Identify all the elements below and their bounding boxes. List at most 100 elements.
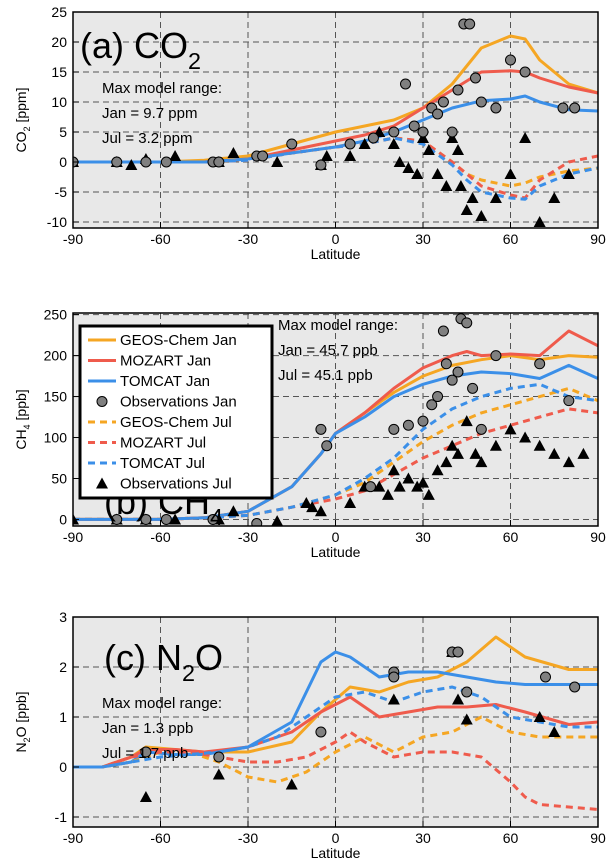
obs-jul-point — [460, 713, 473, 725]
obs-jan-point — [519, 66, 531, 78]
obs-jul-point — [504, 423, 517, 435]
obs-jan-point — [490, 350, 502, 362]
obs-jan-point — [569, 681, 581, 693]
y-tick-label: 2 — [59, 659, 67, 675]
obs-jan-point — [388, 671, 400, 683]
x-tick-label: 30 — [415, 529, 431, 545]
obs-jan-point — [286, 138, 298, 150]
y-tick-label: 3 — [59, 609, 67, 625]
legend-label: GEOS-Chem Jul — [120, 414, 232, 431]
obs-jul-point — [469, 447, 482, 459]
obs-jan-point — [400, 78, 411, 90]
obs-jan-point — [213, 156, 225, 168]
obs-jul-point — [422, 488, 435, 500]
obs-jul-point — [411, 480, 424, 492]
obs-jul-point — [533, 711, 546, 722]
obs-jul-point — [285, 778, 298, 790]
legend-label: Observations Jan — [120, 394, 237, 411]
obs-jan-point — [446, 126, 458, 138]
legend-label: TOMCAT Jan — [120, 373, 210, 390]
x-tick-label: -90 — [63, 231, 83, 247]
series-line-tomcat-jul — [73, 685, 598, 769]
x-tick-label: -30 — [238, 529, 258, 545]
obs-jan-point — [432, 108, 444, 120]
y-tick-label: 0 — [59, 759, 67, 775]
obs-jan-point — [160, 156, 172, 168]
obs-jan-point — [475, 423, 487, 435]
obs-jul-point — [452, 144, 464, 155]
obs-jan-point — [475, 96, 487, 108]
y-tick-label: 250 — [44, 307, 68, 323]
legend-label: MOZART Jan — [120, 353, 211, 370]
obs-jul-point — [475, 210, 488, 221]
obs-jul-point — [358, 138, 371, 149]
obs-jul-point — [314, 505, 327, 517]
obs-jan-point — [437, 96, 449, 108]
obs-jan-point — [140, 746, 152, 758]
obs-jul-point — [519, 431, 532, 443]
panel-title: (c) N2O — [104, 637, 223, 686]
y-tick-label: 100 — [44, 430, 68, 446]
panel-3: -90 -60 -30 0 30 60 90 -1 0 1 2 3 Latitude N2O [ppb] (… — [13, 609, 606, 861]
obs-jan-point — [452, 646, 464, 658]
obs-jan-point — [388, 423, 400, 435]
series-line-tomcat-jan — [73, 363, 598, 521]
obs-jan-point — [563, 395, 575, 407]
obs-jul-point — [393, 480, 406, 492]
obs-jan-point — [540, 671, 551, 683]
obs-jul-point — [533, 439, 546, 451]
panel-1: -90 -60 -30 0 30 60 90 -10 -5 0 5 10 15 20 25 Latitude C… — [13, 4, 606, 262]
plot-area — [73, 18, 598, 227]
y-tick-label: -5 — [55, 184, 68, 200]
obs-jan-point — [315, 159, 327, 171]
obs-jul-point — [382, 488, 394, 500]
x-tick-label: -90 — [63, 830, 83, 846]
x-tick-label: 60 — [503, 231, 519, 247]
y-tick-label: 0 — [59, 154, 67, 170]
obs-jan-point — [461, 686, 473, 698]
obs-jul-point — [519, 132, 532, 143]
legend-label: TOMCAT Jul — [120, 455, 205, 472]
panel-2: -90 -60 -30 0 30 60 90 0 50 100 150 200 250 Latitude C… — [13, 307, 606, 560]
obs-jul-point — [73, 513, 79, 525]
y-tick-label: 0 — [59, 511, 67, 527]
series-line-tomcat-jan — [73, 94, 598, 164]
x-tick-label: 90 — [590, 830, 606, 846]
obs-jul-point — [466, 192, 479, 203]
obs-jul-point — [212, 768, 225, 780]
obs-jan-point — [464, 18, 476, 30]
obs-jan-point — [367, 132, 379, 144]
y-tick-label: -10 — [47, 214, 67, 230]
plot-area — [73, 313, 598, 526]
legend-swatch — [96, 477, 108, 489]
x-tick-label: 60 — [503, 529, 519, 545]
series-line-mozart-jul — [73, 730, 598, 811]
legend-label: MOZART Jul — [120, 435, 206, 452]
annotation-line: Max model range: — [102, 80, 222, 97]
annotation-line: Jan = 45.7 ppb — [278, 342, 378, 359]
obs-jul-point — [548, 192, 561, 203]
obs-jan-point — [440, 358, 452, 370]
obs-jan-point — [111, 513, 123, 525]
obs-jan-point — [365, 481, 376, 493]
annotation-line: Jan = 9.7 ppm — [102, 105, 197, 122]
obs-jul-point — [393, 156, 406, 167]
obs-jan-point — [160, 513, 172, 525]
annotation-line: Jan = 1.3 ppb — [102, 720, 193, 737]
obs-jul-point — [562, 168, 575, 179]
obs-jul-point — [387, 464, 400, 476]
obs-jul-point — [139, 791, 152, 802]
obs-jul-point — [475, 456, 488, 468]
y-tick-label: 15 — [51, 64, 67, 80]
legend-label: GEOS-Chem Jan — [120, 332, 237, 349]
obs-jul-point — [548, 447, 561, 459]
x-tick-label: 30 — [415, 231, 431, 247]
y-tick-label: 5 — [59, 124, 67, 140]
series-line-geos-jan — [73, 34, 598, 164]
obs-jul-point — [422, 144, 435, 155]
x-axis-label: Latitude — [311, 845, 361, 861]
obs-jan-point — [321, 440, 333, 452]
obs-jan-point — [251, 518, 263, 526]
y-tick-label: 20 — [51, 34, 67, 50]
obs-jul-point — [320, 150, 333, 161]
